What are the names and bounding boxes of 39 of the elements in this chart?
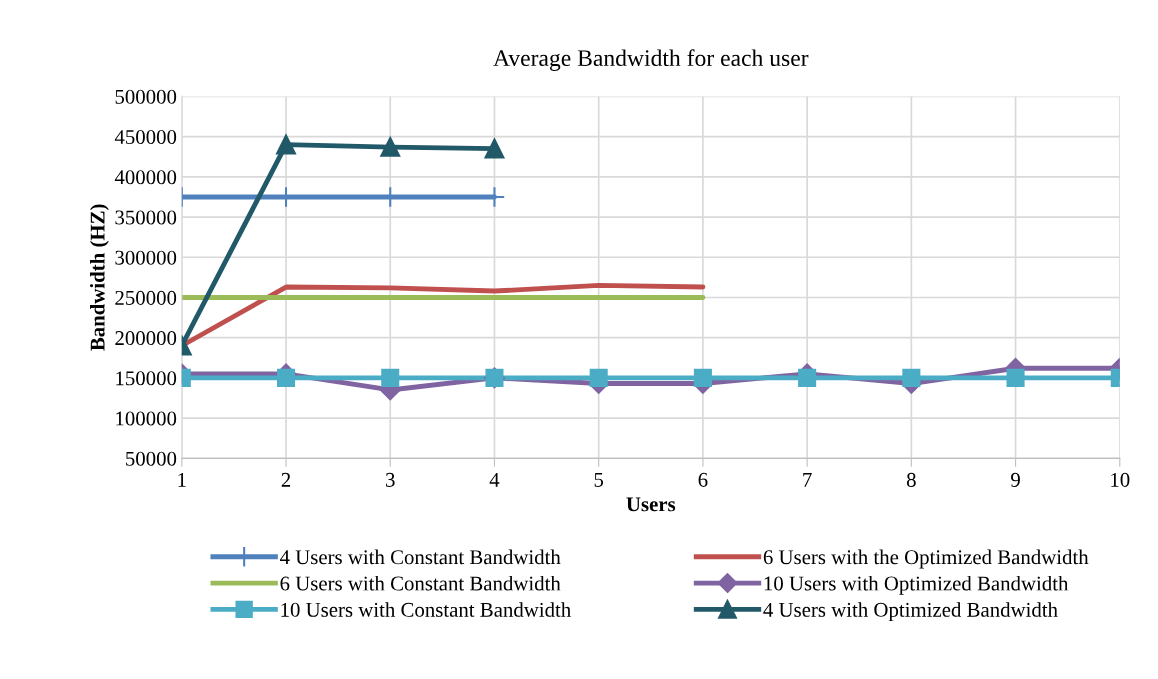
x-axis-title: Users (626, 497, 676, 512)
chart-title: Average Bandwidth for each user (493, 49, 809, 71)
y-tick-label: 350000 (115, 210, 177, 225)
point (693, 368, 712, 387)
point (1006, 368, 1025, 387)
x-tick-label: 3 (386, 472, 395, 487)
y-tick-label: 200000 (115, 331, 177, 346)
legend-label: 4 Users with Optimized Bandwidth (763, 602, 1058, 622)
point (589, 368, 608, 387)
y-tick-label: 400000 (114, 170, 177, 185)
point (277, 368, 296, 387)
y-tick-label: 150000 (116, 371, 177, 386)
x-tick-label: 8 (906, 472, 916, 487)
point (276, 134, 296, 155)
point (902, 368, 921, 387)
x-tick-label: 5 (594, 473, 604, 487)
legend-label: 10 Users with Constant Bandwidth (281, 602, 571, 617)
x-tick-label: 10 (1111, 472, 1130, 487)
legend-label: 10 Users with Optimized Bandwidth (764, 575, 1069, 595)
x-tick-label: 9 (1011, 472, 1020, 487)
y-axis-title: Bandwidth (HZ) (90, 204, 109, 351)
y-tick-label: 500000 (115, 89, 177, 104)
legend-label: 6 Users with Constant Bandwidth (280, 575, 561, 591)
x-tick-label: 4 (489, 472, 500, 487)
legend-label: 6 Users with the Optimized Bandwidth (763, 549, 1089, 569)
point (484, 138, 505, 159)
point (798, 368, 817, 387)
y-tick-label: 300000 (115, 250, 177, 265)
point (380, 137, 400, 157)
y-tick-label: 450000 (114, 130, 177, 145)
legend-label: 4 Users with Constant Bandwidth (279, 549, 561, 565)
x-tick-label: 1 (178, 472, 186, 487)
y-tick-label: 100000 (116, 411, 177, 426)
x-tick-label: 6 (698, 472, 708, 487)
x-tick-label: 2 (281, 472, 291, 487)
y-tick-label: 250000 (115, 290, 177, 305)
point (381, 368, 400, 387)
x-tick-label: 7 (803, 473, 812, 487)
y-tick-label: 50000 (126, 451, 177, 466)
